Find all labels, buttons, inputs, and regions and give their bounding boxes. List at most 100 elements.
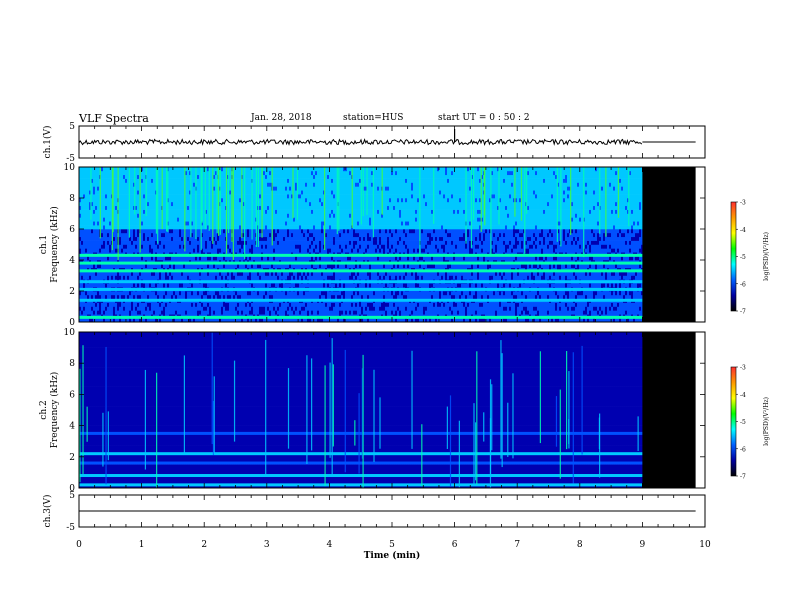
ch1-spectrogram-cell [155, 294, 158, 300]
ch1-spectrogram-cell [93, 236, 96, 241]
ch1-spectrogram-cell [183, 178, 186, 183]
ch1-spectrogram-cell [315, 248, 318, 253]
ch1-spectrogram-cell [161, 294, 164, 300]
ch1-spectrogram-cell [161, 240, 164, 245]
ch1-spectrogram-cell [203, 291, 206, 296]
ch1-spectrogram-cell [85, 209, 88, 214]
ch1-spectrogram-cell [229, 225, 232, 230]
ch1-spectrogram-cell [277, 178, 280, 183]
ch1-spectrogram-cell [89, 236, 92, 241]
ch1-spectrogram-cell [203, 229, 206, 234]
ch1-spectrogram-cell [289, 217, 292, 222]
ch1-spectrogram-cell [129, 209, 132, 214]
ch1-spectrogram-cell [147, 182, 150, 187]
ch1-spectrogram-cell [291, 236, 294, 241]
ch1-spectrogram-cell [101, 294, 104, 300]
ch1-spectrogram-cell [171, 240, 174, 245]
ch1-spectrogram-cell [135, 318, 138, 323]
ch1-spectrogram-cell [121, 201, 124, 207]
ch1-spectrogram-cell [159, 221, 162, 226]
ch1-spectrogram-cell [187, 275, 190, 280]
ch1-spectrogram-cell [149, 248, 152, 253]
ch1-spectrogram-cell [305, 294, 308, 300]
ch1-spectrogram-cell [179, 244, 182, 249]
ch1-spectrogram-cell [255, 271, 258, 276]
ch1-spectrogram-cell [179, 174, 182, 179]
ch1-spectrogram-cell [301, 232, 304, 238]
ch1-spectrogram-cell [185, 310, 188, 315]
ch1-spectrogram-cell [181, 167, 184, 172]
ch1-spectrogram-cell [93, 182, 96, 187]
ch1-spectrogram-cell [221, 291, 224, 296]
ch1-spectrogram-cell [87, 263, 90, 269]
ch1-spectrogram-cell [237, 240, 240, 245]
ch1-spectrogram-cell [115, 170, 118, 176]
ch1-spectrogram-cell [149, 306, 152, 311]
ch1-spectrogram-cell [189, 167, 192, 172]
ch1-spectrogram-cell [163, 236, 166, 241]
ch1-spectrogram-cell [287, 318, 290, 323]
ch1-spectrogram-cell [201, 283, 204, 288]
ch1-spectrogram-cell [163, 182, 166, 187]
ch1-spectrogram-cell [295, 174, 298, 179]
ch1-spectrogram-cell [277, 190, 280, 195]
ch1-spectrogram-cell [273, 221, 276, 226]
ch1-spectrogram-cell [301, 236, 304, 241]
ch1-spectrogram-cell [313, 263, 316, 269]
ch1-spectrogram-cell [219, 275, 222, 280]
ch1-spectrogram-cell [207, 170, 210, 176]
ch1-spectrogram-cell [173, 190, 176, 195]
ch1-spectrogram-cell [171, 205, 174, 210]
ch1-spectrogram-cell [253, 271, 256, 276]
ch1-spectrogram-cell [185, 244, 188, 249]
ch1-spectrogram-cell [303, 306, 306, 311]
ch1-spectrogram-cell [183, 205, 186, 210]
ch1-spectrogram-cell [265, 213, 268, 218]
ch1-spectrogram-cell [173, 283, 176, 288]
ch1-spectrogram-cell [163, 174, 166, 179]
ch1-spectrogram-cell [215, 240, 218, 245]
ch1-spectrogram-cell [273, 244, 276, 249]
ch1-spectrogram-cell [89, 263, 92, 269]
ch1-spectrogram-cell [189, 229, 192, 234]
ch1-spectrogram-cell [289, 174, 292, 179]
ch1-spectrogram-cell [291, 306, 294, 311]
ch1-spectrogram-cell [83, 174, 86, 179]
ch1-spectrogram-cell [239, 291, 242, 296]
ch1-spectrogram-cell [293, 229, 296, 234]
ch1-spectrogram-cell [85, 306, 88, 311]
ch1-spectrogram-cell [309, 275, 312, 280]
ch1-spectrogram-cell [281, 244, 284, 249]
ch1-spectrogram-cell [199, 256, 202, 261]
ch1-spectrogram-cell [271, 244, 274, 249]
ch1-spectrogram-cell [221, 225, 224, 230]
ch1-spectrogram-cell [107, 170, 110, 176]
ch1-spectrogram-cell [317, 205, 320, 210]
ch1-spectrogram-cell [91, 291, 94, 296]
ch1-spectrogram-cell [309, 294, 312, 300]
ch1-spectrogram-cell [97, 229, 100, 234]
ch1-spectrogram-cell [207, 310, 210, 315]
ch1-spectrogram-cell [83, 209, 86, 214]
ch1-spectrogram-cell [205, 225, 208, 230]
ch1-spectrogram-cell [173, 302, 176, 307]
ch1-spectrogram-cell [161, 229, 164, 234]
ch1-spectrogram-cell [161, 256, 164, 261]
ch1-spectrogram-cell [221, 318, 224, 323]
ch1-spectrogram-cell [313, 182, 316, 187]
ch1-spectrogram-cell [133, 302, 136, 307]
ch1-spectrogram-cell [227, 232, 230, 238]
ch1-spectrogram-cell [305, 244, 308, 249]
ch1-spectrogram-cell [209, 194, 212, 199]
ch1-spectrogram-cell [289, 244, 292, 249]
ch1-spectrogram-cell [273, 198, 276, 203]
ch1-spectrogram-cell [113, 306, 116, 311]
ch1-spectrogram-cell [137, 294, 140, 300]
ch1-spectrogram-cell [197, 232, 200, 238]
ch1-spectrogram-cell [303, 318, 306, 323]
ch1-spectrogram-cell [237, 198, 240, 203]
ch1-spectrogram-cell [153, 221, 156, 226]
ch1-spectrogram-cell [115, 294, 118, 300]
ch1-spectrogram-cell [281, 190, 284, 195]
ch1-spectrogram-cell [217, 310, 220, 315]
